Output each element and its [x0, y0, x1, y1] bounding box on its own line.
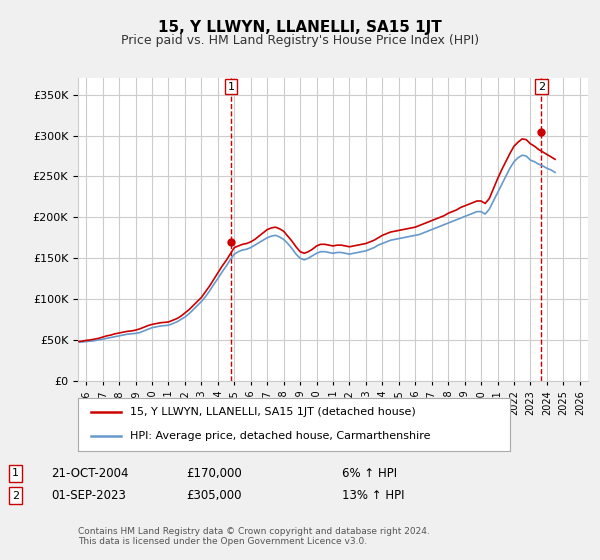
Text: 01-SEP-2023: 01-SEP-2023 — [51, 489, 126, 502]
Text: Contains HM Land Registry data © Crown copyright and database right 2024.
This d: Contains HM Land Registry data © Crown c… — [78, 526, 430, 546]
Text: 6% ↑ HPI: 6% ↑ HPI — [342, 466, 397, 480]
Text: 15, Y LLWYN, LLANELLI, SA15 1JT: 15, Y LLWYN, LLANELLI, SA15 1JT — [158, 20, 442, 35]
Text: 21-OCT-2004: 21-OCT-2004 — [51, 466, 128, 480]
Text: £305,000: £305,000 — [186, 489, 241, 502]
Text: HPI: Average price, detached house, Carmarthenshire: HPI: Average price, detached house, Carm… — [130, 431, 430, 441]
Text: 2: 2 — [538, 82, 545, 92]
Text: 1: 1 — [12, 468, 19, 478]
Text: £170,000: £170,000 — [186, 466, 242, 480]
Text: Price paid vs. HM Land Registry's House Price Index (HPI): Price paid vs. HM Land Registry's House … — [121, 34, 479, 46]
Text: 2: 2 — [12, 491, 19, 501]
Text: 1: 1 — [227, 82, 235, 92]
Text: 13% ↑ HPI: 13% ↑ HPI — [342, 489, 404, 502]
Text: 15, Y LLWYN, LLANELLI, SA15 1JT (detached house): 15, Y LLWYN, LLANELLI, SA15 1JT (detache… — [130, 408, 416, 418]
